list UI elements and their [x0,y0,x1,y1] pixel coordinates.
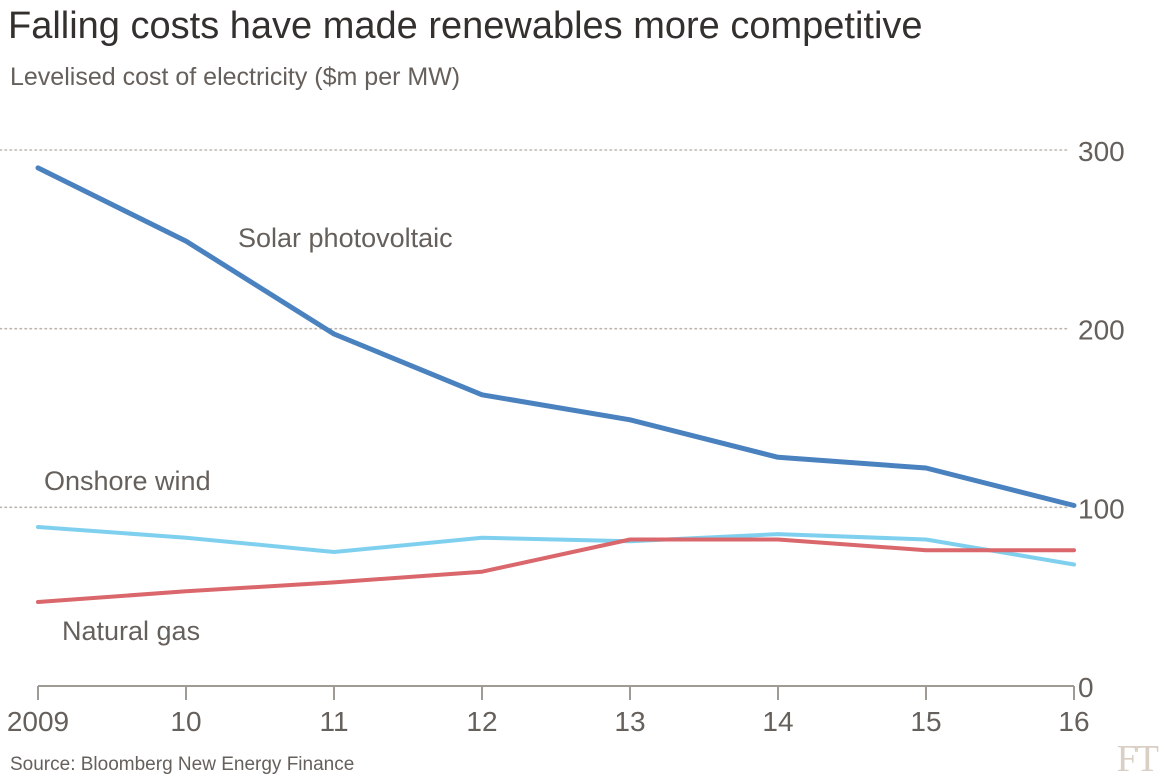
x-tick-label-2014: 14 [762,706,793,737]
series-line-natural-gas [36,537,1076,604]
x-tick-label-2015: 15 [910,706,941,737]
x-tick-label-2010: 10 [170,706,201,737]
series-label-solar-photovoltaic: Solar photovoltaic [238,223,453,253]
series-lines [35,165,1077,604]
y-tick-label-0: 0 [1078,672,1094,703]
series-label-onshore-wind: Onshore wind [44,466,211,496]
x-tick-label-2011: 11 [319,706,348,737]
y-tick-label-100: 100 [1078,493,1125,524]
gridlines [0,149,1069,509]
x-axis: 2009 10 11 12 13 14 15 16 [7,685,1090,737]
chart-title: Falling costs have made renewables more … [8,5,923,47]
source-note: Source: Bloomberg New Energy Finance [10,754,355,775]
y-tick-labels: 0 100 200 300 [1078,136,1125,703]
series-labels: Solar photovoltaic Onshore wind Natural ga… [44,223,453,646]
ft-logo: FT [1116,738,1159,780]
series-line-onshore-wind [36,525,1076,567]
x-tick-label-2009: 2009 [7,706,69,737]
y-tick-label-200: 200 [1078,315,1125,346]
x-tick-label-2012: 12 [466,706,497,737]
series-line-solar-photovoltaic [35,165,1077,508]
chart-subtitle: Levelised cost of electricity ($m per MW… [10,63,461,91]
y-tick-label-300: 300 [1078,136,1125,167]
x-tick-label-2016: 16 [1058,706,1089,737]
series-label-natural-gas: Natural gas [62,616,200,646]
x-tick-label-2013: 13 [614,706,645,737]
